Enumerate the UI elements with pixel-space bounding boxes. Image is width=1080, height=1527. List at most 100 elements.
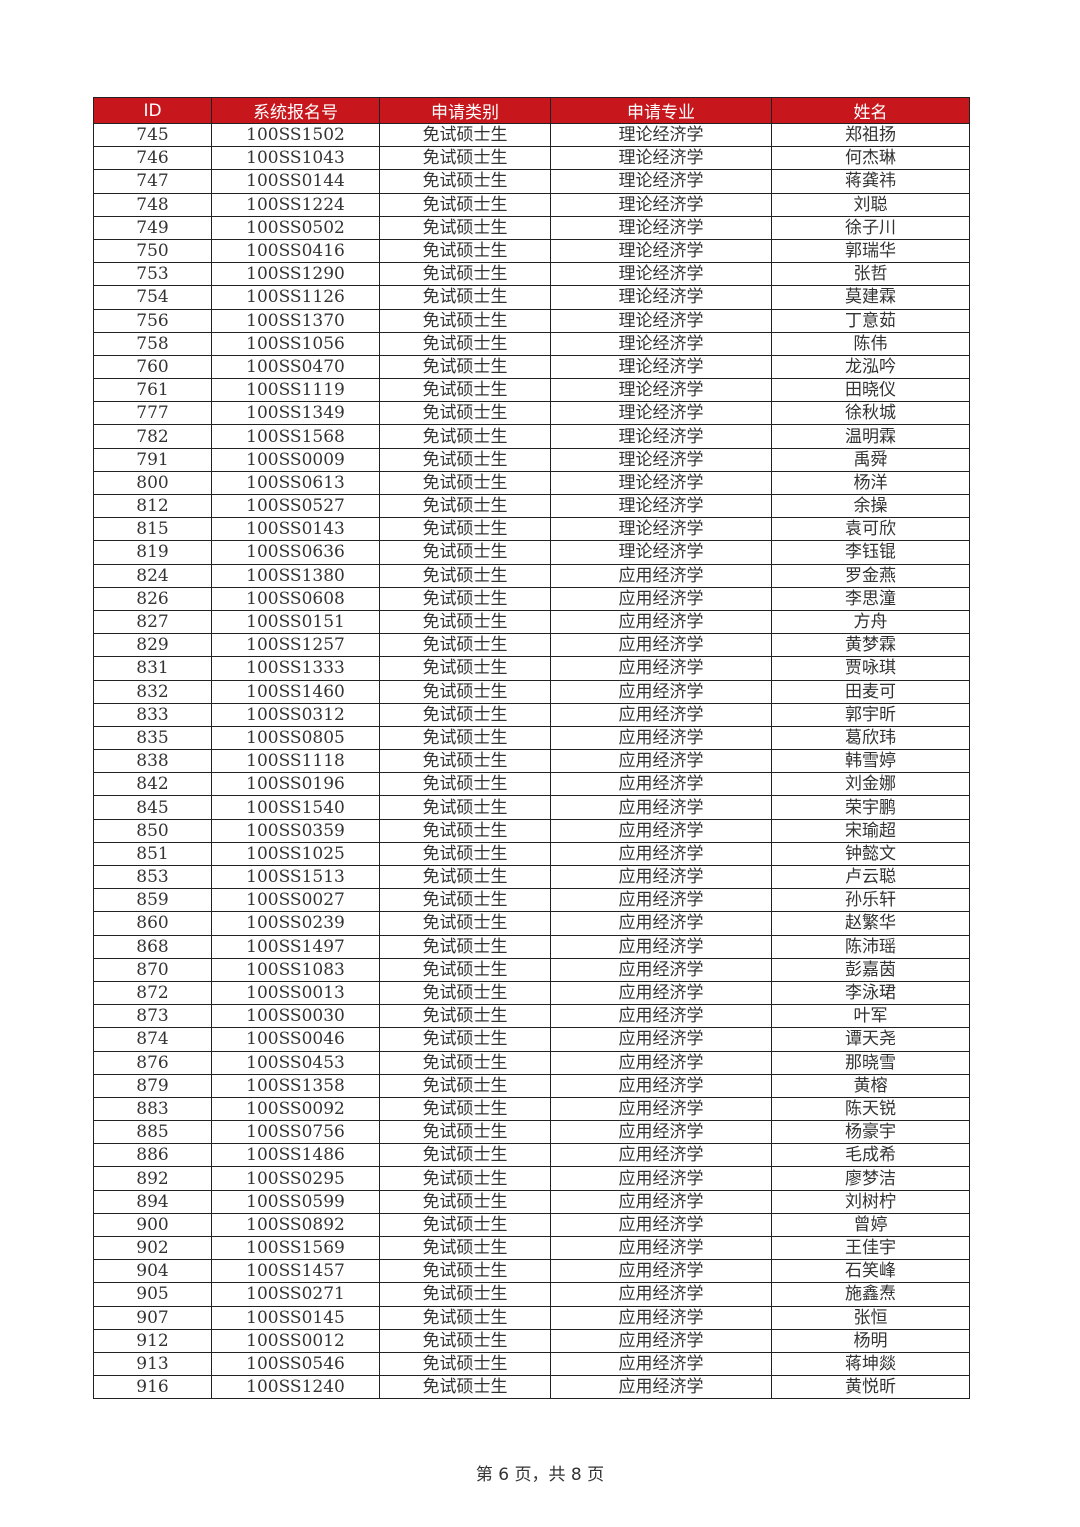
cell-application-type: 免试硕士生 xyxy=(379,378,551,403)
cell-major: 理论经济学 xyxy=(550,146,772,171)
cell-application-type: 免试硕士生 xyxy=(379,818,551,843)
cell-name: 杨洋 xyxy=(771,470,970,496)
cell-registration-number: 100SS1056 xyxy=(211,331,380,356)
cell-id: 760 xyxy=(93,354,212,380)
cell-id: 826 xyxy=(93,586,212,611)
cell-major: 应用经济学 xyxy=(550,749,772,774)
table-row: 894 100SS0599 免试硕士生 应用经济学 刘树柠 xyxy=(93,1189,970,1214)
cell-id: 791 xyxy=(93,447,212,472)
cell-major: 应用经济学 xyxy=(550,888,772,913)
cell-application-type: 免试硕士生 xyxy=(379,1166,551,1191)
cell-major: 理论经济学 xyxy=(550,331,772,356)
cell-major: 应用经济学 xyxy=(550,1004,772,1029)
cell-application-type: 免试硕士生 xyxy=(379,1143,551,1168)
table-row: 835 100SS0805 免试硕士生 应用经济学 葛欣玮 xyxy=(93,725,970,751)
cell-name: 蒋龚祎 xyxy=(771,169,970,194)
cell-application-type: 免试硕士生 xyxy=(379,192,551,217)
cell-name: 莫建霖 xyxy=(771,285,970,310)
cell-application-type: 免试硕士生 xyxy=(379,841,551,867)
cell-registration-number: 100SS1290 xyxy=(211,262,380,287)
cell-application-type: 免试硕士生 xyxy=(379,633,551,658)
cell-id: 831 xyxy=(93,656,212,681)
cell-registration-number: 100SS1497 xyxy=(211,934,380,959)
cell-id: 832 xyxy=(93,679,212,704)
cell-application-type: 免试硕士生 xyxy=(379,540,551,565)
table-row: 904 100SS1457 免试硕士生 应用经济学 石笑峰 xyxy=(93,1259,970,1284)
cell-registration-number: 100SS1083 xyxy=(211,957,380,982)
cell-major: 理论经济学 xyxy=(550,354,772,380)
cell-application-type: 免试硕士生 xyxy=(379,1004,551,1029)
cell-application-type: 免试硕士生 xyxy=(379,795,551,820)
cell-major: 应用经济学 xyxy=(550,980,772,1006)
table-row: 905 100SS0271 免试硕士生 应用经济学 施鑫焘 xyxy=(93,1282,970,1307)
cell-application-type: 免试硕士生 xyxy=(379,215,551,240)
cell-name: 施鑫焘 xyxy=(771,1282,970,1307)
cell-name: 徐子川 xyxy=(771,215,970,240)
table-row: 832 100SS1460 免试硕士生 应用经济学 田麦可 xyxy=(93,679,970,704)
cell-name: 张哲 xyxy=(771,262,970,287)
cell-application-type: 免试硕士生 xyxy=(379,1351,551,1377)
cell-name: 陈天锐 xyxy=(771,1096,970,1122)
cell-name: 田麦可 xyxy=(771,679,970,704)
cell-application-type: 免试硕士生 xyxy=(379,1120,551,1145)
cell-major: 应用经济学 xyxy=(550,957,772,982)
cell-registration-number: 100SS0359 xyxy=(211,818,380,843)
cell-registration-number: 100SS0527 xyxy=(211,493,380,519)
cell-name: 刘树柠 xyxy=(771,1189,970,1214)
cell-name: 禹舜 xyxy=(771,447,970,472)
cell-registration-number: 100SS0151 xyxy=(211,609,380,635)
cell-registration-number: 100SS0012 xyxy=(211,1328,380,1353)
table-row: 760 100SS0470 免试硕士生 理论经济学 龙泓吟 xyxy=(93,354,970,380)
cell-major: 应用经济学 xyxy=(550,1282,772,1307)
cell-registration-number: 100SS1358 xyxy=(211,1073,380,1098)
table-row: 826 100SS0608 免试硕士生 应用经济学 李思潼 xyxy=(93,586,970,611)
cell-application-type: 免试硕士生 xyxy=(379,725,551,751)
cell-id: 886 xyxy=(93,1143,212,1168)
cell-registration-number: 100SS1380 xyxy=(211,563,380,588)
cell-id: 850 xyxy=(93,818,212,843)
cell-name: 叶军 xyxy=(771,1004,970,1029)
cell-name: 何杰琳 xyxy=(771,146,970,171)
table-row: 749 100SS0502 免试硕士生 理论经济学 徐子川 xyxy=(93,215,970,240)
cell-id: 746 xyxy=(93,146,212,171)
cell-id: 835 xyxy=(93,725,212,751)
cell-id: 859 xyxy=(93,888,212,913)
admission-list-table: ID 系统报名号 申请类别 申请专业 姓名 745 100SS1502 免试硕士生 理论经济学… xyxy=(93,97,970,1400)
cell-application-type: 免试硕士生 xyxy=(379,1282,551,1307)
cell-id: 777 xyxy=(93,401,212,426)
cell-name: 龙泓吟 xyxy=(771,354,970,380)
cell-id: 905 xyxy=(93,1282,212,1307)
cell-id: 745 xyxy=(93,122,212,148)
cell-major: 理论经济学 xyxy=(550,493,772,519)
cell-major: 理论经济学 xyxy=(550,308,772,333)
cell-major: 应用经济学 xyxy=(550,1189,772,1214)
cell-registration-number: 100SS0416 xyxy=(211,238,380,264)
cell-application-type: 免试硕士生 xyxy=(379,238,551,264)
cell-registration-number: 100SS1119 xyxy=(211,378,380,403)
cell-application-type: 免试硕士生 xyxy=(379,864,551,890)
cell-name: 杨豪宇 xyxy=(771,1120,970,1145)
cell-application-type: 免试硕士生 xyxy=(379,772,551,797)
table-row: 758 100SS1056 免试硕士生 理论经济学 陈伟 xyxy=(93,331,970,356)
cell-major: 应用经济学 xyxy=(550,1212,772,1238)
cell-id: 782 xyxy=(93,424,212,449)
cell-registration-number: 100SS1457 xyxy=(211,1259,380,1284)
cell-registration-number: 100SS0013 xyxy=(211,980,380,1006)
cell-application-type: 免试硕士生 xyxy=(379,517,551,542)
table-row: 885 100SS0756 免试硕士生 应用经济学 杨豪宇 xyxy=(93,1120,970,1145)
cell-major: 应用经济学 xyxy=(550,609,772,635)
cell-id: 853 xyxy=(93,864,212,890)
cell-name: 廖梦洁 xyxy=(771,1166,970,1191)
table-row: 833 100SS0312 免试硕士生 应用经济学 郭宇昕 xyxy=(93,702,970,727)
cell-major: 理论经济学 xyxy=(550,470,772,496)
cell-application-type: 免试硕士生 xyxy=(379,262,551,287)
table-row: 873 100SS0030 免试硕士生 应用经济学 叶军 xyxy=(93,1004,970,1029)
cell-name: 宋瑜超 xyxy=(771,818,970,843)
table-row: 907 100SS0145 免试硕士生 应用经济学 张恒 xyxy=(93,1305,970,1330)
cell-application-type: 免试硕士生 xyxy=(379,1305,551,1330)
cell-id: 842 xyxy=(93,772,212,797)
cell-name: 黄悦昕 xyxy=(771,1375,970,1400)
cell-name: 李思潼 xyxy=(771,586,970,611)
cell-application-type: 免试硕士生 xyxy=(379,934,551,959)
cell-application-type: 免试硕士生 xyxy=(379,470,551,496)
